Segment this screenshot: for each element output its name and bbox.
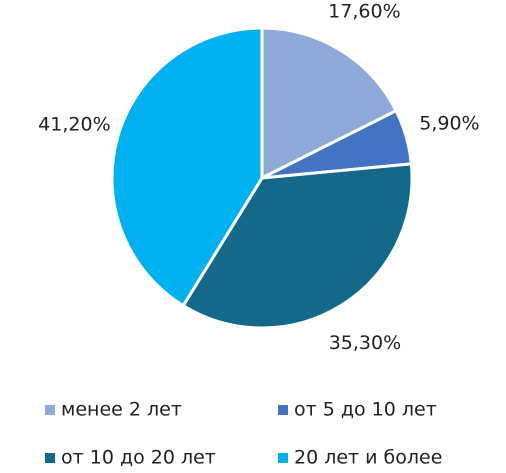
pie-slice xyxy=(181,162,414,330)
legend-label: от 5 до 10 лет xyxy=(294,399,437,421)
legend-marker xyxy=(45,453,55,463)
data-label: 35,30% xyxy=(329,332,401,354)
legend-label: 20 лет и более xyxy=(294,447,442,469)
legend-marker xyxy=(278,405,288,415)
legend-marker xyxy=(45,405,55,415)
pie-slice xyxy=(110,26,264,308)
pie-slice xyxy=(260,26,398,180)
data-label: 5,90% xyxy=(419,113,479,135)
legend-marker xyxy=(278,453,288,463)
data-label: 17,60% xyxy=(328,1,400,23)
legend-label: менее 2 лет xyxy=(61,399,182,421)
data-label: 41,20% xyxy=(38,113,110,135)
legend-label: от 10 до 20 лет xyxy=(61,447,216,469)
